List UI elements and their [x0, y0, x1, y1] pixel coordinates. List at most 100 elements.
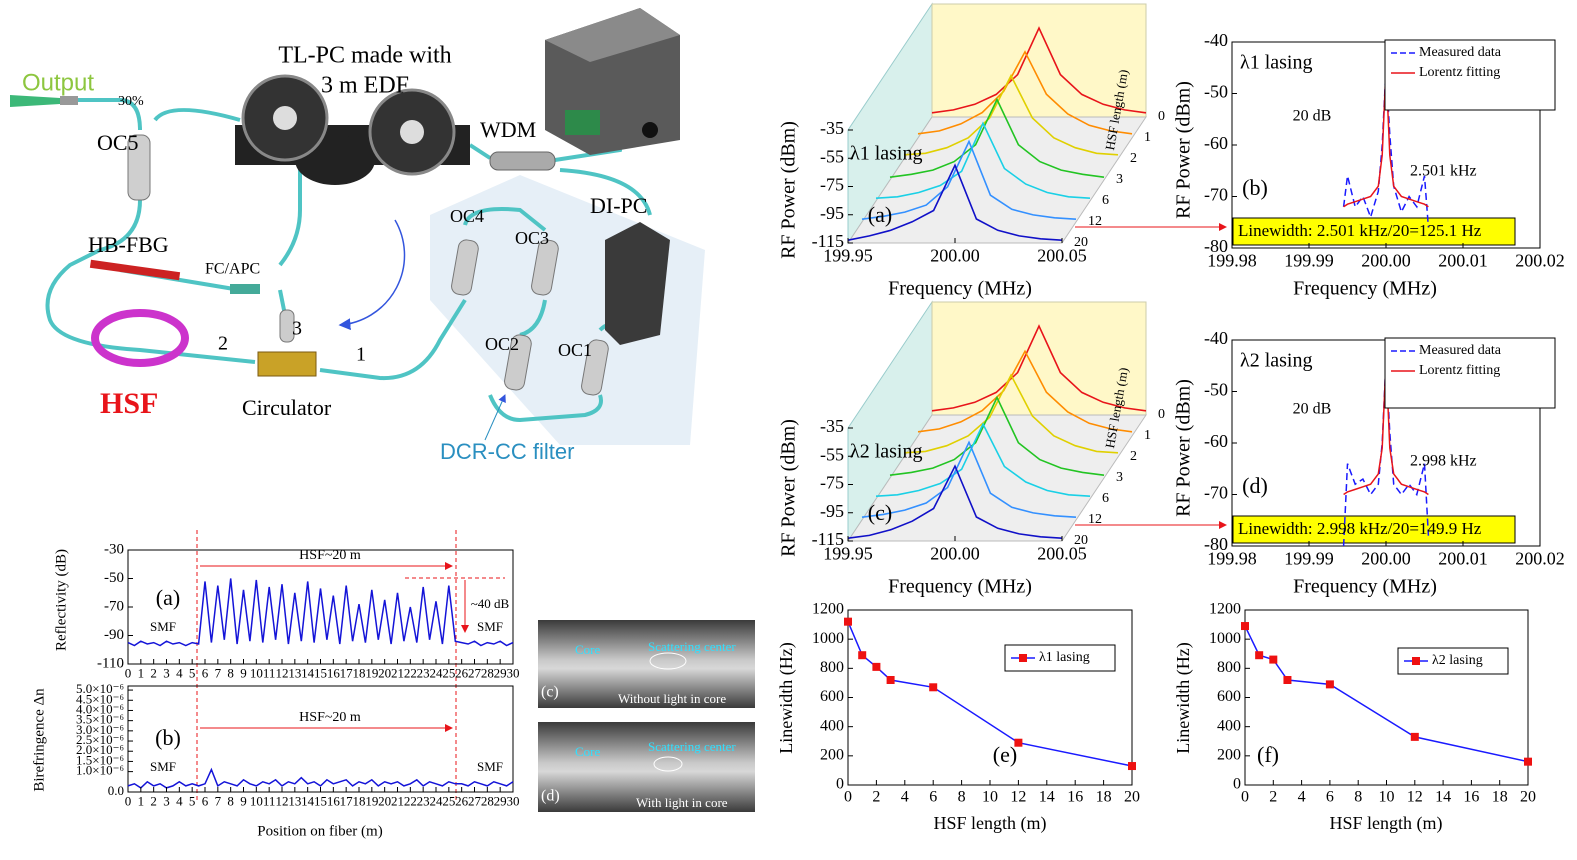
plot-frame [127, 549, 514, 665]
series-line [127, 578, 514, 647]
x-tick-label: 16 [1463, 788, 1479, 805]
oc4 [451, 239, 479, 296]
annotation: λ1 lasing [850, 143, 922, 165]
series-line [847, 621, 1133, 767]
annotation: SMF [477, 759, 503, 774]
annotation: λ2 lasing [1240, 350, 1312, 372]
circulator [257, 351, 317, 377]
annotation: Linewidth: 2.501 kHz/20=125.1 Hz [1238, 221, 1482, 240]
micrograph [538, 620, 755, 708]
label: Circulator [242, 395, 332, 420]
x-tick-label: 18 [353, 793, 366, 808]
tlpc-hub [400, 120, 424, 144]
x-tick-label: 1 [138, 793, 145, 808]
y-tick-label: 1.5×10⁻⁶ [76, 752, 124, 767]
x-tick-label: 1 [138, 665, 145, 680]
plot-frame [127, 685, 514, 793]
z-tick-label: 6 [1102, 491, 1109, 506]
panel-label: (b) [1242, 175, 1268, 200]
annotation: SMF [150, 619, 176, 634]
y-tick-label: -30 [104, 541, 124, 557]
marker [1014, 738, 1023, 747]
plot-frame [1244, 609, 1529, 786]
x-tick-label: 26 [455, 793, 469, 808]
port [279, 309, 295, 343]
x-tick-label: 14 [301, 665, 315, 680]
x-tick-label: 200.00 [930, 246, 980, 266]
series-line [889, 97, 1105, 178]
label: OC1 [558, 340, 592, 360]
linewidth-links [1075, 217, 1516, 544]
x-tick-label: 200.00 [1361, 251, 1411, 271]
annotation: 2.998 kHz [1410, 453, 1477, 470]
x-tick-label: 200.00 [930, 544, 980, 564]
x-tick-label: 4 [901, 788, 909, 805]
x-tick-label: 5 [189, 793, 196, 808]
highlight [653, 756, 683, 772]
marker [1128, 762, 1136, 771]
series-line [847, 464, 1063, 539]
x-tick-label: 199.98 [1207, 251, 1257, 271]
x-tick-label: 6 [929, 788, 937, 805]
y-tick-label: -95 [820, 203, 844, 223]
pump-port [642, 122, 658, 138]
y-axis-label: RF Power (dBm) [778, 121, 800, 259]
hsf-coil [91, 309, 189, 367]
y-tick-label: -115 [812, 529, 844, 549]
series-line [917, 50, 1133, 135]
label: OC3 [515, 228, 549, 248]
x-tick-label: 14 [1039, 788, 1055, 805]
label: OC4 [450, 206, 484, 226]
marker [858, 651, 867, 660]
x-tick-label: 2 [150, 793, 157, 808]
fcapc [230, 284, 260, 294]
region-markers [196, 530, 505, 800]
x-axis-label: HSF length (m) [933, 813, 1046, 834]
x-tick-label: 0 [125, 665, 132, 680]
label: HB-FBG [88, 232, 169, 257]
x-tick-label: 2 [1269, 788, 1277, 805]
label: Scattering center [648, 739, 736, 754]
y-tick-label: -75 [820, 473, 844, 493]
x-tick-label: 200.05 [1037, 544, 1087, 564]
z-tick-label: 3 [1116, 470, 1123, 485]
x-tick-label: 6 [202, 665, 209, 680]
linewidth-box [1232, 217, 1516, 246]
panel-label: (e) [993, 742, 1017, 767]
x-tick-label: 15 [314, 793, 327, 808]
label: 3 [292, 318, 302, 340]
x-tick-label: 11 [263, 665, 276, 680]
y-tick-label: 1.0×10⁻⁶ [76, 763, 124, 778]
y-axis-label: Birefringence Δn [31, 688, 47, 792]
x-tick-label: 3 [163, 665, 170, 680]
y-axis-label: Linewidth (Hz) [776, 642, 797, 753]
x-tick-label: 3 [163, 793, 170, 808]
x-tick-label: 18 [1096, 788, 1112, 805]
x-tick-label: 4 [1298, 788, 1306, 805]
label: 1 [356, 344, 366, 366]
y-tick-label: -55 [820, 146, 844, 166]
y-tick-label: 0 [836, 776, 844, 793]
x-tick-label: 14 [301, 793, 315, 808]
x-tick-label: 10 [250, 665, 263, 680]
schematic: Output 30% TL-PC made with 3 m EDF WDM O… [10, 8, 705, 464]
x-tick-label: 6 [1326, 788, 1334, 805]
y-tick-label: -60 [1204, 133, 1228, 153]
x-tick-label: 29 [494, 793, 507, 808]
x-axis-label: Frequency (MHz) [1293, 278, 1437, 300]
y-tick-label: 4.0×10⁻⁶ [76, 701, 124, 716]
y-tick-label: -80 [1204, 236, 1228, 256]
x-tick-label: 20 [1520, 788, 1536, 805]
series-line [861, 139, 1077, 220]
y-tick-label: 0.0 [108, 783, 124, 798]
panel-label: (b) [155, 725, 181, 750]
x-tick-label: 199.99 [1284, 251, 1334, 271]
annotation: HSF~20 m [299, 710, 361, 725]
x-tick-label: 0 [844, 788, 852, 805]
panel-label: (d) [1242, 473, 1268, 498]
legend-box [1384, 39, 1556, 111]
y-tick-label: -95 [820, 501, 844, 521]
annotation: SMF [150, 759, 176, 774]
y-axis-label: Linewidth (Hz) [1173, 642, 1194, 753]
y-tick-label: 200 [1217, 747, 1241, 764]
